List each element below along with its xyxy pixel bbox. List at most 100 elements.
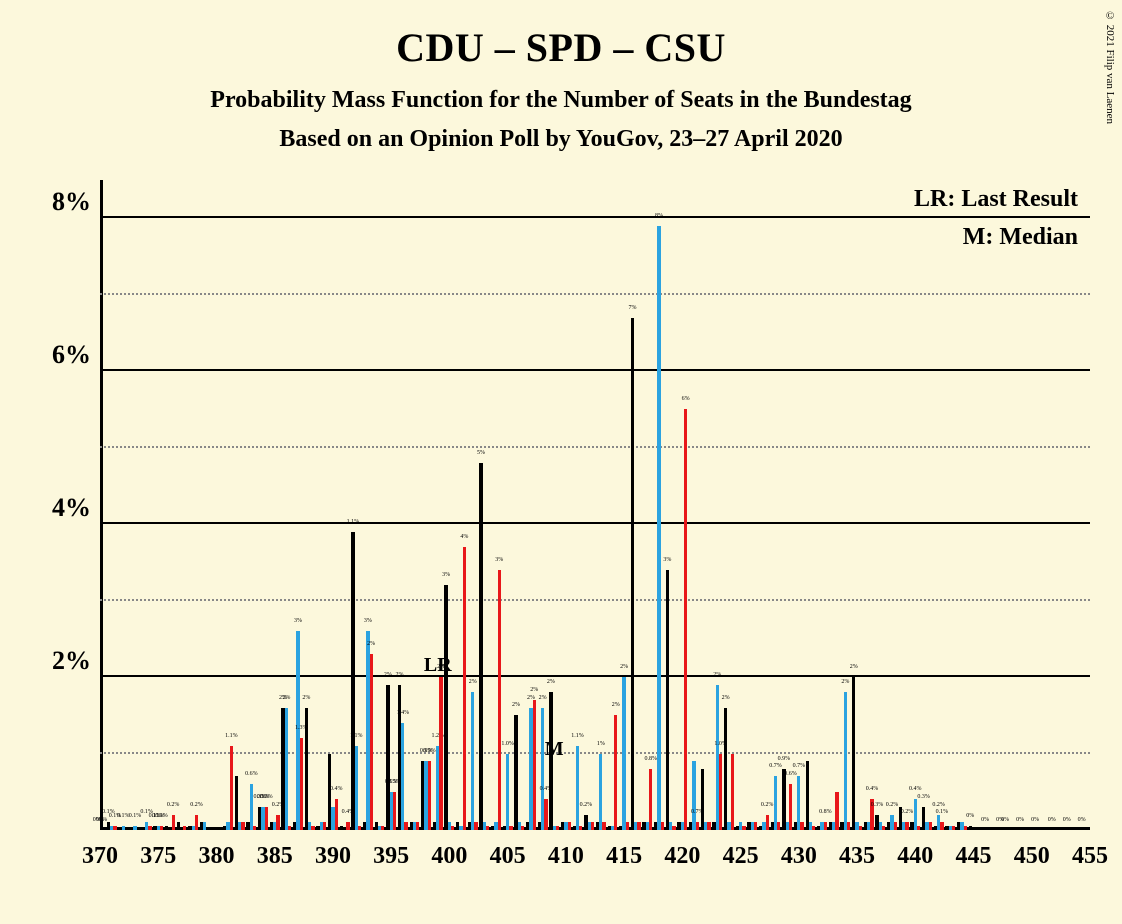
- bar-value-label: 2%: [539, 695, 547, 701]
- bar-value-label: 5%: [477, 450, 485, 456]
- x-axis-tick-label: 380: [198, 843, 234, 870]
- x-axis-tick-label: 375: [140, 843, 176, 870]
- chart-subtitle: Probability Mass Function for the Number…: [0, 87, 1122, 114]
- bar: [416, 822, 419, 830]
- bar: [250, 784, 253, 830]
- bar: [253, 826, 256, 830]
- x-axis-tick-label: 390: [315, 843, 351, 870]
- y-axis-tick-label: 4%: [52, 493, 91, 523]
- bar: [742, 826, 745, 830]
- bar-value-label: 0.1%: [936, 809, 949, 815]
- bar: [672, 826, 675, 830]
- bar: [782, 769, 785, 830]
- bar-value-label: 3%: [663, 557, 671, 563]
- bar-value-label: 0.2%: [167, 802, 180, 808]
- bar: [113, 826, 116, 830]
- bar: [579, 826, 582, 830]
- bar: [514, 715, 517, 830]
- bar: [276, 815, 279, 830]
- bar-value-label: 3%: [442, 572, 450, 578]
- bar: [486, 826, 489, 830]
- bar: [766, 815, 769, 830]
- gridline-minor: [100, 752, 1090, 754]
- bar: [521, 826, 524, 830]
- bar: [777, 822, 780, 830]
- bar-value-label: 0%: [981, 817, 989, 823]
- bar: [969, 826, 972, 830]
- bar: [806, 761, 809, 830]
- x-axis-tick-label: 450: [1014, 843, 1050, 870]
- bar-value-label: 0%: [1016, 817, 1024, 823]
- bar: [148, 826, 151, 830]
- bar-value-label: 3%: [364, 618, 372, 624]
- bar: [835, 792, 838, 830]
- bar: [474, 822, 477, 830]
- bar: [183, 826, 186, 830]
- x-axis-tick-label: 425: [723, 843, 759, 870]
- y-axis-tick-label: 6%: [52, 340, 91, 370]
- bar: [964, 826, 967, 830]
- gridline-minor: [100, 599, 1090, 601]
- bar: [847, 822, 850, 830]
- bar: [509, 826, 512, 830]
- bar: [305, 708, 308, 830]
- bar-value-label: 0.4%: [909, 786, 922, 792]
- bar: [754, 822, 757, 830]
- bar-value-label: 0.4%: [866, 786, 879, 792]
- x-axis-tick-label: 440: [897, 843, 933, 870]
- bar: [599, 754, 602, 830]
- x-axis-tick-label: 435: [839, 843, 875, 870]
- bar-value-label: 2%: [530, 687, 538, 693]
- bar-value-label: 2%: [841, 679, 849, 685]
- bar-value-label: 0.2%: [580, 802, 593, 808]
- bar-value-label: 8%: [655, 213, 663, 219]
- bar: [666, 570, 669, 830]
- bar: [401, 723, 404, 830]
- bar: [335, 799, 338, 830]
- bar: [498, 570, 501, 830]
- bar: [622, 677, 625, 830]
- bar-value-label: 0%: [1048, 817, 1056, 823]
- bar-value-label: 0.2%: [932, 802, 945, 808]
- bar: [300, 738, 303, 830]
- gridline-major: [100, 216, 1090, 218]
- y-axis-tick-label: 2%: [52, 646, 91, 676]
- chart-title: CDU – SPD – CSU: [0, 0, 1122, 71]
- x-axis-tick-label: 445: [956, 843, 992, 870]
- bar-value-label: 0.6%: [784, 771, 797, 777]
- bar: [626, 822, 629, 830]
- bar-value-label: 2%: [512, 702, 520, 708]
- bar: [707, 822, 710, 830]
- bar-value-label: 2%: [612, 702, 620, 708]
- bar: [812, 826, 815, 830]
- bar-value-label: 0.8%: [644, 756, 657, 762]
- plot-area: LR: Last Result M: Median 2%4%6%8%370375…: [100, 180, 1090, 830]
- bar-value-label: 3%: [294, 618, 302, 624]
- gridline-major: [100, 675, 1090, 677]
- bar: [844, 692, 847, 830]
- legend-m: M: Median: [963, 224, 1078, 251]
- bar-value-label: 0.3%: [260, 794, 273, 800]
- bar: [241, 822, 244, 830]
- bar-value-label: 2%: [302, 695, 310, 701]
- bar: [731, 754, 734, 830]
- bar-value-label: 2%: [282, 695, 290, 701]
- bar: [882, 826, 885, 830]
- bar: [370, 654, 373, 830]
- x-axis-tick-label: 455: [1072, 843, 1108, 870]
- bar: [568, 822, 571, 830]
- bar: [177, 822, 180, 830]
- bar-value-label: 1%: [597, 741, 605, 747]
- x-axis-tick-label: 420: [664, 843, 700, 870]
- bar: [172, 815, 175, 830]
- bar-value-label: 0%: [966, 813, 974, 819]
- bar-value-label: 0.4%: [330, 786, 343, 792]
- bar: [719, 754, 722, 830]
- bar: [905, 822, 908, 830]
- bar: [929, 822, 932, 830]
- bar-value-label: 1.1%: [571, 733, 584, 739]
- bar-value-label: 1.0%: [501, 741, 514, 747]
- bar: [506, 754, 509, 830]
- bar: [852, 677, 855, 830]
- bar-value-label: 0%: [1078, 817, 1086, 823]
